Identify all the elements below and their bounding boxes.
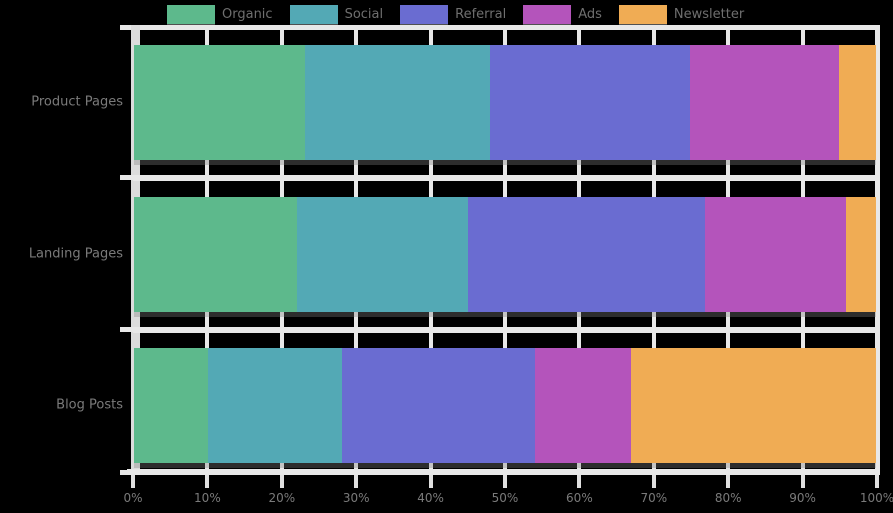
y-tick-label: Blog Posts xyxy=(56,397,123,413)
legend-item: Newsletter xyxy=(618,4,745,24)
y-tick-label: Landing Pages xyxy=(28,246,123,262)
y-axis-tick xyxy=(120,327,133,332)
plot-area xyxy=(120,25,880,488)
bar-row xyxy=(134,45,876,160)
legend-swatch xyxy=(523,4,572,24)
chart-legend: Organic Social Referral Ads Newsletter xyxy=(167,3,744,25)
x-tick-label: 90% xyxy=(789,491,816,505)
y-boundary-gridline xyxy=(133,175,877,181)
x-axis-tick xyxy=(577,475,582,488)
bar-segment xyxy=(134,197,298,312)
y-axis-tick xyxy=(120,175,133,180)
x-axis-tick xyxy=(428,475,433,488)
legend-swatch xyxy=(400,4,449,24)
legend-label: Organic xyxy=(222,6,273,22)
bar-segment xyxy=(208,348,342,463)
x-tick-label: 50% xyxy=(491,491,519,505)
bar-segment xyxy=(534,348,632,463)
legend-label: Referral xyxy=(455,6,507,22)
x-tick-label: 30% xyxy=(342,491,370,505)
legend-label: Ads xyxy=(578,6,602,22)
axis-spine-right xyxy=(875,25,880,475)
x-tick-label: 100% xyxy=(859,491,893,505)
x-axis-tick xyxy=(131,475,135,488)
legend-item: Referral xyxy=(400,4,507,24)
x-axis-tick xyxy=(205,475,210,488)
legend-item: Social xyxy=(289,4,384,24)
x-tick-label: 20% xyxy=(268,491,296,505)
legend-swatch xyxy=(167,4,215,24)
x-tick-label: 80% xyxy=(714,491,742,505)
bar-segment xyxy=(490,45,691,160)
legend-swatch xyxy=(289,4,338,24)
x-axis-tick xyxy=(354,475,359,488)
x-axis-tick xyxy=(503,475,507,488)
bar-segment xyxy=(846,197,876,312)
bar-segment xyxy=(838,45,876,160)
bar-segment xyxy=(690,45,839,160)
bar-segment xyxy=(297,197,468,312)
legend-label: Social xyxy=(344,6,384,22)
x-tick-label: 70% xyxy=(640,491,668,505)
x-axis-tick xyxy=(279,475,284,488)
x-tick-label: 40% xyxy=(417,491,444,505)
bar-row xyxy=(134,197,876,312)
x-axis-tick xyxy=(651,475,656,488)
y-tick-label: Product Pages xyxy=(31,94,123,110)
x-tick-label: 10% xyxy=(194,491,221,505)
legend-label: Newsletter xyxy=(673,6,745,22)
legend-item: Ads xyxy=(523,4,602,24)
axis-spine-top xyxy=(120,25,880,30)
legend-swatch xyxy=(618,4,667,24)
bar-segment xyxy=(341,348,535,463)
x-axis-tick xyxy=(875,475,879,488)
bar-row xyxy=(134,348,876,463)
bar-segment xyxy=(705,197,847,312)
bar-segment xyxy=(134,348,209,463)
axis-spine-bottom xyxy=(127,469,880,475)
x-tick-label: 0% xyxy=(123,491,143,505)
x-axis-tick xyxy=(800,475,805,488)
bar-segment xyxy=(631,348,876,463)
bar-segment xyxy=(467,197,706,312)
x-tick-label: 60% xyxy=(566,491,593,505)
bar-segment xyxy=(134,45,305,160)
y-axis-tick xyxy=(120,470,133,475)
x-axis-tick xyxy=(726,475,731,488)
y-boundary-gridline xyxy=(133,327,877,333)
legend-item: Organic xyxy=(167,4,273,24)
bar-segment xyxy=(304,45,491,160)
